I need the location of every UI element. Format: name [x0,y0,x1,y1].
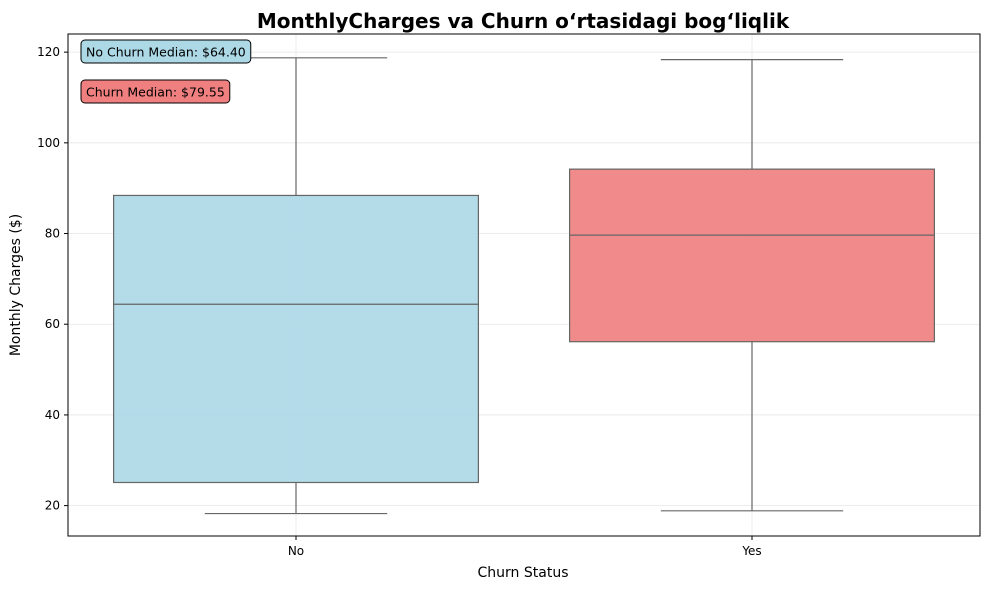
annotation-text: No Churn Median: $64.40 [86,45,246,60]
y-tick-label: 100 [37,136,60,150]
y-axis-label: Monthly Charges ($) [8,214,24,356]
plot-area-frame [67,33,981,537]
annotations: No Churn Median: $64.40 Churn Median: $79… [80,39,252,104]
y-tick-label: 80 [45,227,60,241]
x-tick-label: No [288,544,304,558]
y-tick-label: 40 [45,408,60,422]
boxes [112,57,935,515]
iqr-box [568,168,935,343]
y-tick-label: 120 [37,45,60,59]
y-tick-label: 20 [45,499,60,513]
y-tick-label: 60 [45,317,60,331]
chart-title: MonthlyCharges va Churn o‘rtasidagi bog‘… [257,9,790,33]
annotation-box [80,79,231,104]
x-tick-label: Yes [741,544,761,558]
annotation-box [80,39,252,64]
box-yes [568,59,935,512]
annotation-text: Churn Median: $79.55 [86,85,225,100]
annotation-churn-median: Churn Median: $79.55 [80,79,231,104]
ticks: 20 40 60 80 100 120 No Yes [37,45,762,558]
iqr-box [112,194,479,484]
annotation-no-churn-median: No Churn Median: $64.40 [80,39,252,64]
box-no [112,57,479,515]
x-axis-label: Churn Status [478,565,569,581]
